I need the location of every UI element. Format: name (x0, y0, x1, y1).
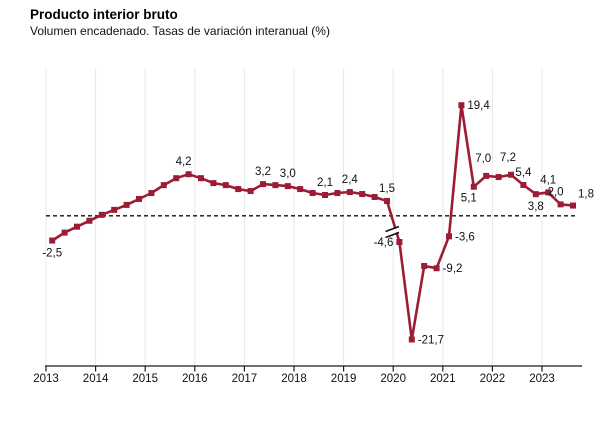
data-point-label: 2,4 (342, 174, 359, 186)
gdp-series-line (51, 103, 574, 341)
data-point-marker (235, 186, 242, 193)
data-point-label: -9,2 (443, 263, 463, 275)
data-point-marker (309, 190, 316, 197)
x-tick-label: 2021 (430, 373, 456, 385)
data-point-marker (322, 192, 328, 199)
data-point-marker (495, 174, 502, 181)
axis-break-icon (385, 231, 400, 239)
x-tick-label: 2014 (83, 373, 109, 385)
x-tick-label: 2017 (232, 373, 258, 385)
data-point-marker (260, 181, 266, 188)
data-point-marker (470, 183, 477, 190)
data-point-marker (185, 171, 192, 178)
data-point-marker (545, 189, 552, 196)
data-point-label: 2,0 (548, 186, 564, 198)
data-point-marker (86, 217, 93, 224)
data-point-marker (458, 102, 465, 109)
data-point-marker (198, 175, 204, 182)
data-point-marker (74, 223, 80, 230)
data-point-label: 3,2 (255, 166, 271, 178)
x-tick-label: 2022 (480, 373, 506, 385)
data-point-label: 3,8 (528, 201, 544, 213)
data-point-marker (346, 189, 353, 196)
data-point-marker (148, 190, 155, 197)
data-point-label: 4,2 (176, 156, 192, 168)
data-point-marker (61, 229, 68, 236)
chart-subtitle: Volumen encadenado. Tasas de variación i… (30, 24, 330, 38)
data-point-label: 5,1 (461, 193, 477, 205)
data-point-label: 4,1 (540, 174, 556, 186)
data-point-marker (408, 336, 415, 343)
data-point-label: -4,6 (374, 237, 394, 249)
data-point-label: 19,4 (467, 100, 490, 112)
x-tick-label: 2019 (331, 373, 357, 385)
data-point-marker (136, 195, 142, 202)
data-point-marker (173, 175, 180, 182)
data-point-label: 2,1 (317, 177, 333, 189)
data-point-marker (247, 188, 254, 195)
data-point-marker (520, 182, 527, 189)
data-point-label: -3,6 (455, 231, 475, 243)
data-point-marker (371, 193, 378, 200)
x-tick-label: 2023 (529, 373, 555, 385)
data-point-marker (421, 262, 428, 269)
data-point-marker (210, 180, 217, 187)
data-point-marker (123, 201, 130, 208)
data-point-marker (446, 233, 452, 240)
data-point-marker (272, 182, 279, 189)
data-point-label: -21,7 (418, 334, 444, 346)
data-point-label: -2,5 (42, 248, 62, 260)
data-point-marker (222, 182, 229, 189)
chart-title: Producto interior bruto (30, 7, 178, 22)
data-point-label: 7,2 (500, 152, 516, 164)
data-point-marker (111, 206, 118, 213)
data-point-marker (160, 182, 167, 189)
data-point-marker (433, 265, 440, 272)
data-point-marker (570, 202, 576, 209)
data-point-marker (297, 186, 304, 193)
x-tick-label: 2020 (380, 373, 406, 385)
data-point-marker (384, 197, 390, 204)
data-point-marker (49, 237, 56, 244)
data-point-marker (508, 171, 514, 178)
data-point-marker (359, 191, 366, 198)
data-point-label: 5,4 (515, 167, 532, 179)
data-point-marker (557, 201, 564, 208)
x-tick-label: 2016 (182, 373, 208, 385)
data-point-marker (396, 239, 403, 246)
axis-break-icon (385, 225, 400, 233)
x-tick-label: 2015 (132, 373, 158, 385)
data-point-marker (483, 172, 490, 179)
data-point-marker (532, 191, 539, 198)
axis-break-gap (384, 227, 400, 237)
data-point-label: 1,5 (379, 183, 395, 195)
data-point-marker (98, 211, 105, 218)
data-point-marker (334, 190, 341, 197)
data-point-label: 7,0 (475, 153, 491, 165)
data-point-label: 3,0 (280, 168, 296, 180)
data-point-label: 1,8 (578, 189, 594, 201)
data-point-marker (284, 183, 291, 190)
x-tick-label: 2018 (281, 373, 307, 385)
x-tick-label: 2013 (33, 373, 59, 385)
